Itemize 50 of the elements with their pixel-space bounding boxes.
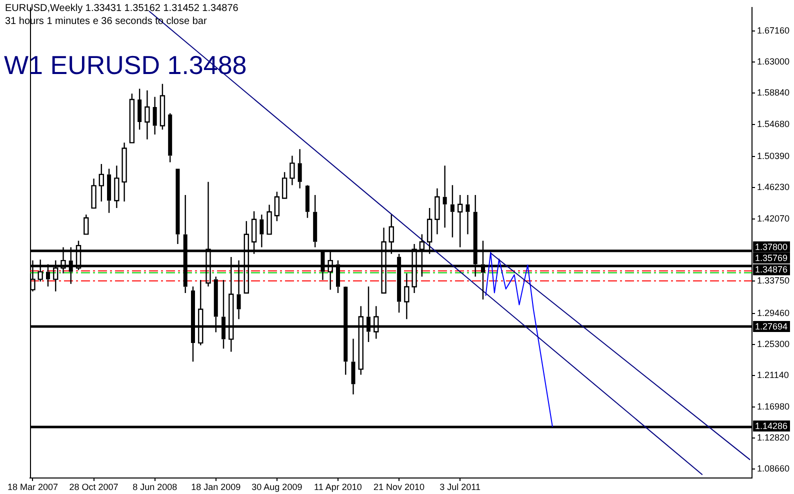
y-tick-label: 1.21140 <box>757 370 789 380</box>
y-tick-label: 1.46230 <box>757 182 790 192</box>
candlestick <box>152 96 157 136</box>
candlestick <box>122 142 127 202</box>
y-tick-label: 1.63000 <box>757 56 790 67</box>
candlestick <box>266 204 272 235</box>
chart-title: EURUSD,Weekly 1.33431 1.35162 1.31452 1.34876 <box>5 3 238 14</box>
candlestick <box>466 194 470 235</box>
ref-line-label: 1.37800 <box>755 242 788 252</box>
y-tick-label: 1.29460 <box>757 308 790 318</box>
candlestick <box>107 168 112 214</box>
candlestick <box>290 155 295 186</box>
x-tick-label: 28 Oct 2007 <box>69 482 118 492</box>
candlestick <box>138 88 142 130</box>
ref-line-label: 1.34876 <box>755 264 788 275</box>
ref-line-label: 1.14286 <box>755 420 788 431</box>
candlestick <box>434 188 440 235</box>
x-tick-label: 11 Apr 2010 <box>314 482 362 492</box>
x-tick-label: 21 Nov 2010 <box>374 482 425 492</box>
candlestick <box>160 83 166 130</box>
candlestick <box>114 164 120 209</box>
candlestick <box>313 194 318 248</box>
x-tick-label: 8 Jun 2008 <box>132 482 178 492</box>
y-tick-label: 1.67160 <box>757 25 790 36</box>
y-tick-label: 1.12820 <box>757 432 790 442</box>
candlestick <box>98 163 104 202</box>
x-tick-label: 30 Aug 2009 <box>252 482 302 492</box>
x-tick-label: 3 Jul 2011 <box>440 482 481 492</box>
candlestick <box>404 272 410 320</box>
y-tick-label: 1.42070 <box>757 213 790 224</box>
x-tick-label: 18 Jan 2009 <box>191 482 241 492</box>
y-tick-label: 1.33750 <box>757 276 790 286</box>
candlestick <box>351 338 356 395</box>
y-tick-label: 1.58840 <box>757 88 790 98</box>
candlestick <box>91 178 96 209</box>
candlestick <box>274 191 280 222</box>
x-tick-label: 18 Mar 2007 <box>7 482 58 492</box>
y-tick-label: 1.25300 <box>757 338 790 349</box>
y-tick-label: 1.54680 <box>757 118 790 129</box>
y-tick-label: 1.50390 <box>757 151 790 162</box>
ref-line-label: 1.35769 <box>755 253 788 264</box>
candlestick <box>260 214 264 248</box>
candlestick <box>450 184 454 238</box>
candlestick <box>457 194 463 248</box>
y-tick-label: 1.16980 <box>757 401 790 412</box>
candlestick <box>442 164 447 228</box>
ref-line-label: 1.27694 <box>755 322 788 332</box>
candlestick <box>144 90 150 140</box>
candlestick <box>298 148 302 190</box>
y-tick-label: 1.08660 <box>757 464 790 474</box>
